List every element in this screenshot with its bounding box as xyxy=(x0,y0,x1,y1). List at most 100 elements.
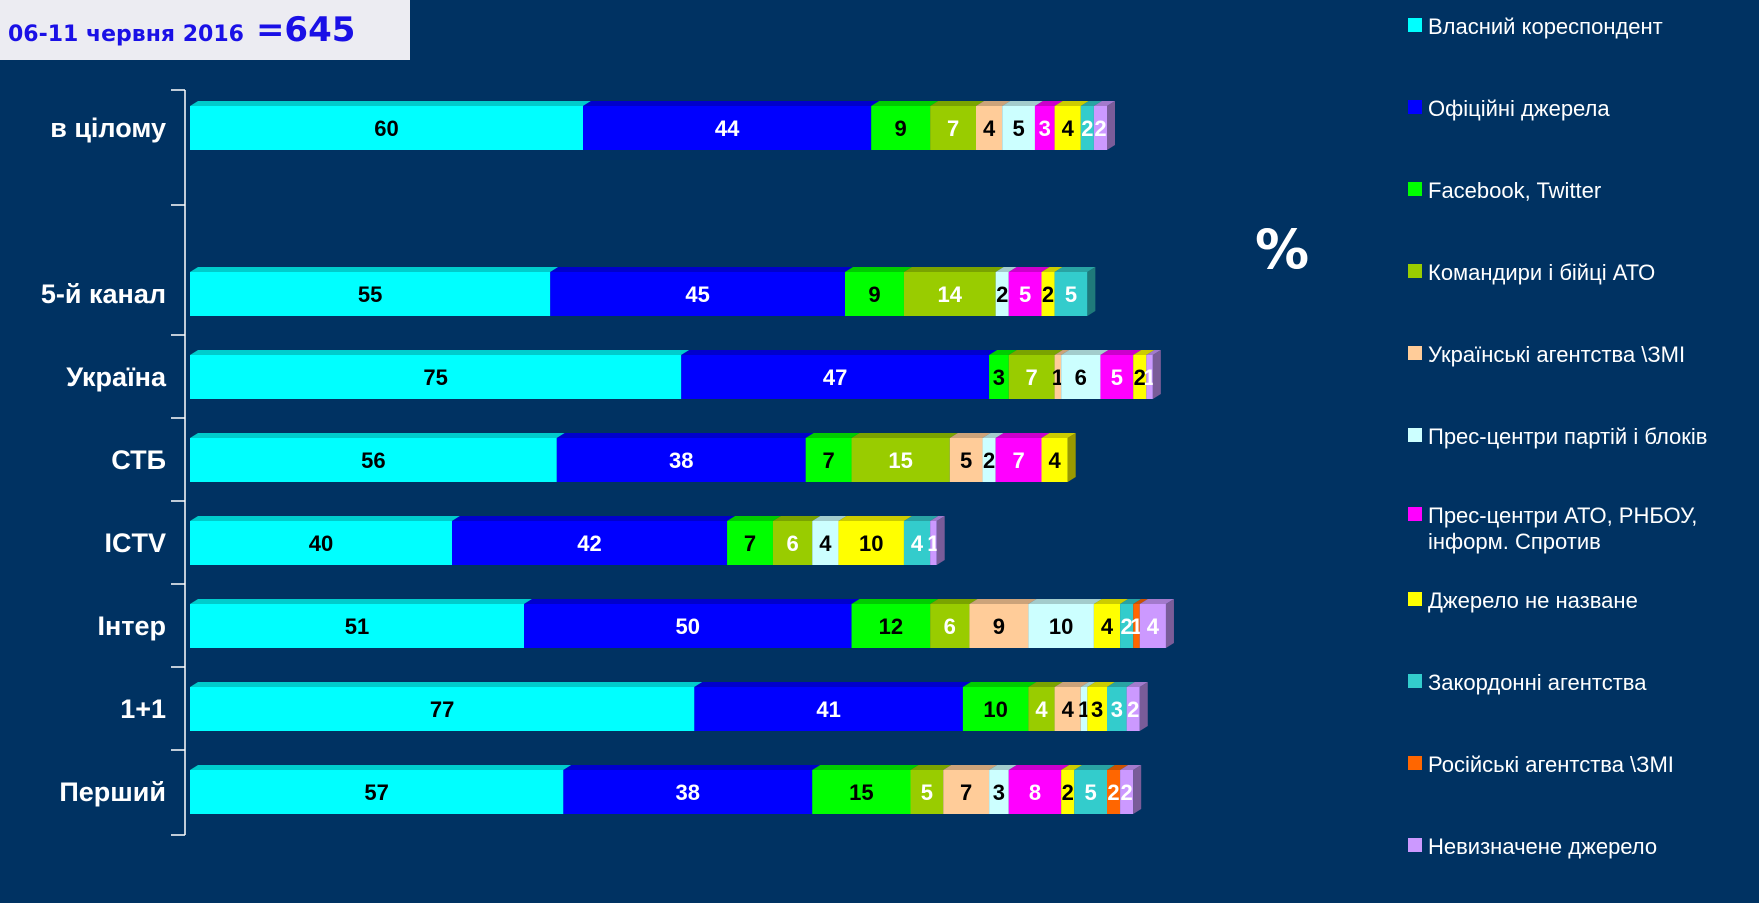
bar-segment xyxy=(1074,770,1107,814)
bar-segment xyxy=(1107,687,1127,731)
bar-segment-top xyxy=(976,101,1011,106)
bar-side xyxy=(936,516,945,565)
data-label: 5 xyxy=(921,780,933,805)
data-label: 2 xyxy=(1121,614,1133,639)
data-label: 38 xyxy=(676,780,700,805)
bar-segment-top xyxy=(1041,267,1063,272)
data-label: 56 xyxy=(361,448,385,473)
bar-segment-top xyxy=(943,765,998,770)
data-label: 9 xyxy=(895,116,907,141)
bar-segment xyxy=(903,521,931,565)
data-label: 3 xyxy=(1111,697,1123,722)
category-label: СТБ xyxy=(111,445,166,475)
data-label: 75 xyxy=(423,365,447,390)
data-label: 1 xyxy=(1052,365,1064,390)
bar-segment xyxy=(1008,272,1042,316)
bar-side xyxy=(1107,101,1115,150)
legend-item: Закордонні агентства xyxy=(1408,670,1646,696)
survey-date: 06-11 червня 2016 xyxy=(8,22,244,47)
data-label: 38 xyxy=(669,448,693,473)
data-label: 2 xyxy=(1107,780,1119,805)
data-label: 2 xyxy=(1042,282,1054,307)
data-label: 3 xyxy=(993,780,1005,805)
bar-segment xyxy=(949,438,983,482)
data-label: 8 xyxy=(1029,780,1041,805)
data-label: 1 xyxy=(927,531,939,556)
bar-segment xyxy=(772,521,813,565)
data-label: 1 xyxy=(1130,614,1142,639)
data-label: 4 xyxy=(1147,614,1160,639)
bar-segment-top xyxy=(190,599,533,604)
unit-label: % xyxy=(1255,218,1310,281)
bar-segment xyxy=(190,770,564,814)
bar-segment-top xyxy=(812,765,919,770)
bar-segment xyxy=(583,106,872,150)
legend-swatch xyxy=(1408,592,1422,606)
bar-segment-top xyxy=(1074,765,1115,770)
data-label: 7 xyxy=(947,116,959,141)
bar-side xyxy=(1087,267,1096,316)
data-label: 2 xyxy=(1094,116,1106,141)
data-label: 55 xyxy=(358,282,382,307)
data-label: 2 xyxy=(996,282,1008,307)
data-label: 77 xyxy=(430,697,454,722)
bar-segment-top xyxy=(1054,350,1070,355)
bar-segment-top xyxy=(1133,350,1155,355)
bar-segment xyxy=(1133,604,1140,648)
bar-segment-top xyxy=(190,682,703,687)
bar-segment xyxy=(681,355,990,399)
legend-item: Офіційні джерела xyxy=(1408,96,1610,122)
bar-segment-top xyxy=(190,765,572,770)
legend-swatch xyxy=(1408,756,1422,770)
stacked-bar-chart: в цілому 60 44 9 7 4 5 3 4 2 25-й канал 55 45 9 14 2 5 2 5… xyxy=(41,89,1174,836)
bar-segment-top xyxy=(1087,682,1115,687)
bar-segment-top xyxy=(1028,599,1102,604)
bar-segment xyxy=(556,438,806,482)
bar-segment-top xyxy=(851,599,939,604)
bar-segment-top xyxy=(1120,599,1142,604)
bar-segment xyxy=(1028,604,1094,648)
bar-segment xyxy=(1100,355,1134,399)
bar-segment-top xyxy=(1107,682,1135,687)
data-label: 5 xyxy=(1111,365,1123,390)
legend-item: Прес-центри партій і блоків xyxy=(1408,424,1707,450)
data-label: 5 xyxy=(1065,282,1077,307)
bar-segment-top xyxy=(681,350,998,355)
data-label: 10 xyxy=(859,531,883,556)
data-label: 6 xyxy=(1075,365,1087,390)
bar-segment xyxy=(1093,106,1107,150)
bar-segment-top xyxy=(1034,101,1063,106)
bar-segment xyxy=(1093,604,1121,648)
bar-segment-top xyxy=(930,516,945,521)
data-label: 4 xyxy=(1062,116,1075,141)
data-label: 3 xyxy=(1091,697,1103,722)
data-label: 5 xyxy=(1019,282,1031,307)
data-label: 9 xyxy=(868,282,880,307)
bar-segment xyxy=(851,604,931,648)
legend-label: Прес-центри АТО, РНБОУ, інформ. Спротив xyxy=(1428,503,1698,554)
bar-segment-top xyxy=(452,516,736,521)
bar-side xyxy=(1165,599,1174,648)
data-label: 41 xyxy=(816,697,840,722)
bar-segment xyxy=(995,272,1009,316)
legend-item: Командири і бійці АТО xyxy=(1408,260,1655,286)
bar-segment-top xyxy=(1054,682,1089,687)
bar-segment xyxy=(1008,770,1062,814)
data-label: 4 xyxy=(1048,448,1061,473)
legend-swatch xyxy=(1408,674,1422,688)
bar-segment xyxy=(812,770,911,814)
data-label: 1 xyxy=(1143,365,1155,390)
bar-segment-top xyxy=(1146,350,1161,355)
category-label: Україна xyxy=(66,362,167,392)
bar-segment-top xyxy=(903,516,939,521)
bar-segment xyxy=(1061,355,1101,399)
legend-label: Джерело не назване xyxy=(1428,588,1638,613)
bar-segment xyxy=(812,521,839,565)
bar-segment xyxy=(1126,687,1140,731)
data-label: 3 xyxy=(993,365,1005,390)
bar-segment-top xyxy=(550,267,853,272)
data-label: 2 xyxy=(1134,365,1146,390)
chart-legend: Власний кореспондент Офіційні джерела Face… xyxy=(1408,0,1759,903)
bar-segment-top xyxy=(838,516,912,521)
legend-swatch xyxy=(1408,18,1422,32)
